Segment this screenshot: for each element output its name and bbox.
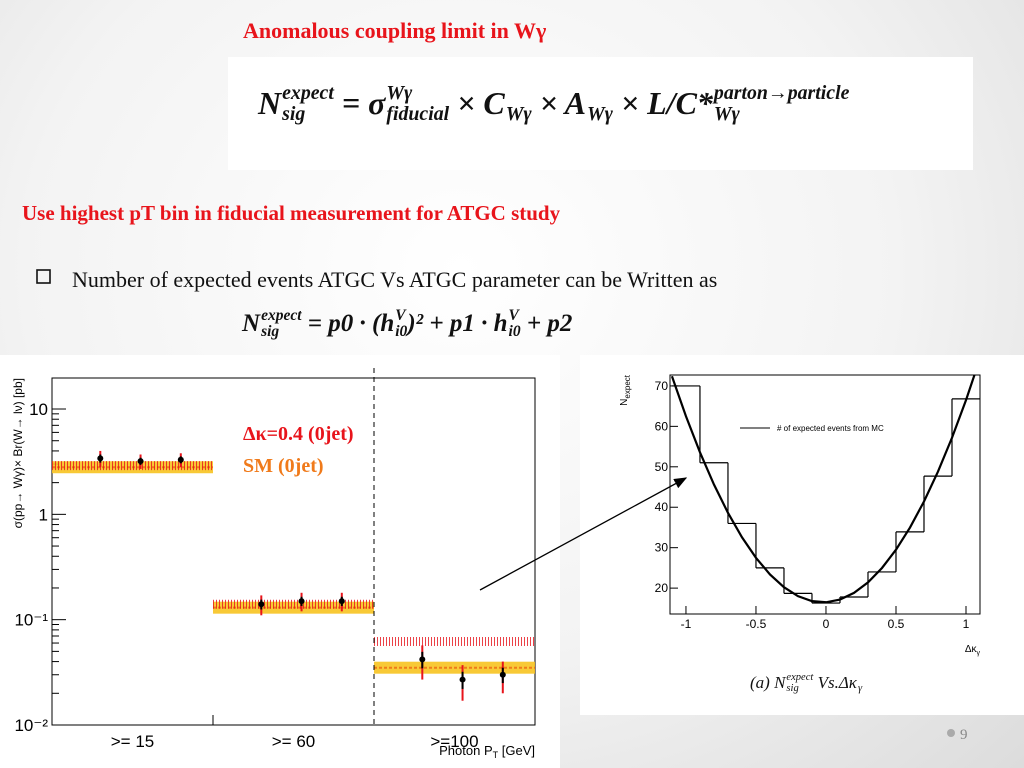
legend-entry: SM (0jet)	[243, 455, 324, 477]
formula-text: N	[242, 310, 261, 338]
x-axis-label-part: Photon P	[439, 743, 493, 758]
formula-script: parton→particle Wγ	[713, 81, 850, 125]
subscript: i0	[395, 323, 408, 341]
superscript: Wγ	[386, 81, 413, 104]
formula-text: × L/C*	[612, 85, 713, 122]
y-tick-label: 1	[39, 505, 48, 524]
legend-entry: Δκ=0.4 (0jet)	[243, 423, 354, 445]
x-axis-label-part: Δκ	[965, 644, 978, 655]
right-plot-panel	[580, 355, 1024, 715]
y-axis-label: σ(pp→ Wγ)× Br(W→ lν) [pb]	[11, 378, 25, 528]
x-axis-label-part: T	[493, 750, 499, 760]
subscript: Wγ	[587, 102, 613, 125]
formula-text: (a) N	[750, 673, 786, 693]
data-point	[258, 601, 265, 608]
data-point	[419, 656, 426, 663]
plot-marks	[670, 375, 980, 604]
formula-text: × C	[449, 85, 505, 122]
formula-text: )² + p1 · h	[407, 310, 508, 338]
formula-script: Wγ	[506, 83, 532, 125]
x-tick-label: 0	[823, 617, 830, 631]
data-point	[499, 671, 506, 678]
x-axis-label: Δκγ	[965, 644, 981, 657]
formula-script: Wγ fiducial	[386, 81, 450, 125]
fit-curve	[670, 375, 976, 604]
y-tick-label: 30	[655, 541, 669, 555]
page-dot	[947, 729, 955, 737]
subscript: i0	[508, 323, 521, 341]
data-point	[298, 598, 305, 605]
formula-script: γ	[858, 672, 862, 694]
subscript: sig	[786, 683, 799, 695]
formula-script: Wγ	[587, 83, 613, 125]
x-tick-label: >= 15	[111, 732, 155, 751]
plot-frame	[669, 374, 981, 615]
formula-text: + p2	[520, 310, 573, 338]
superscript: expect	[261, 307, 302, 324]
y-axis-label-part: expect	[623, 374, 632, 398]
y-tick-label: 10⁻²	[14, 716, 48, 735]
subscript: γ	[857, 683, 863, 695]
data-point	[97, 455, 104, 462]
legend-entry: # of expected events from MC	[777, 424, 884, 433]
superscript: expect	[786, 672, 814, 684]
data-point	[137, 458, 144, 465]
y-tick-label: 40	[655, 500, 669, 514]
y-tick-label: 60	[655, 419, 669, 433]
formula-script: expect sig	[282, 81, 334, 125]
x-axis-label: Photon PT [GeV]	[439, 743, 535, 760]
arrow	[479, 477, 688, 591]
x-tick-label: 0.5	[888, 617, 905, 631]
x-tick-label: -1	[681, 617, 692, 631]
bullet: Number of expected events ATGC Vs ATGC p…	[72, 267, 718, 292]
formula-text: × A	[531, 85, 586, 122]
y-tick-label: 50	[655, 460, 669, 474]
formula-text: = σ	[333, 85, 386, 122]
plot-frame	[51, 377, 536, 726]
page-number: 9	[960, 727, 968, 743]
x-tick-label: -0.5	[746, 617, 767, 631]
formula-text: N	[258, 85, 282, 122]
x-axis-label-part: γ	[977, 650, 981, 657]
subscript: fiducial	[386, 102, 450, 125]
formula-script: expect sig	[786, 672, 813, 694]
subscript: sig	[261, 323, 280, 341]
y-tick-label: 70	[655, 379, 669, 393]
subtitle: Use highest pT bin in fiducial measureme…	[22, 201, 561, 225]
formula-box	[228, 57, 973, 170]
data-point	[177, 456, 184, 463]
x-tick-label: >=100	[430, 732, 478, 751]
superscript: V	[395, 307, 406, 324]
superscript: expect	[282, 81, 334, 104]
subscript: Wγ	[505, 102, 532, 125]
superscript: V	[508, 307, 519, 324]
subscript: sig	[282, 102, 306, 125]
y-axis-label-part: N	[619, 399, 630, 406]
y-tick-label: 10⁻¹	[14, 611, 48, 630]
formula-text: = p0 · (h	[301, 310, 395, 338]
slide-title: Anomalous coupling limit in Wγ	[243, 18, 547, 43]
plot-marks	[52, 450, 535, 701]
x-axis-label-part: [GeV]	[498, 743, 535, 758]
y-axis-label: Nexpect	[619, 374, 632, 406]
formula-text: Vs.Δκ	[813, 673, 857, 693]
superscript: parton→particle	[713, 81, 850, 104]
x-tick-label: >= 60	[272, 732, 316, 751]
bullet-icon	[36, 269, 51, 284]
formula-script: expect sig	[261, 307, 302, 341]
left-plot-panel	[0, 355, 560, 768]
y-tick-label: 10	[29, 400, 48, 419]
x-tick-label: 1	[963, 617, 970, 631]
subscript: Wγ	[713, 102, 740, 125]
data-point	[338, 598, 345, 605]
y-tick-label: 20	[655, 581, 669, 595]
data-point	[459, 676, 466, 683]
